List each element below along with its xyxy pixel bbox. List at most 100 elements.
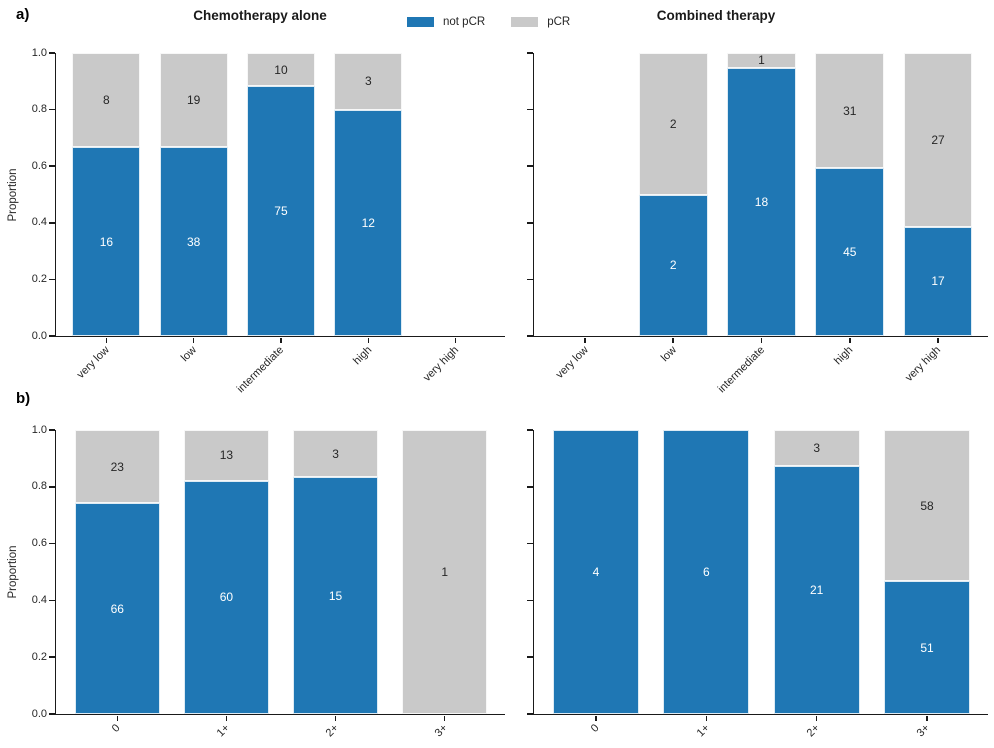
- bar-count-label: 51: [920, 640, 934, 655]
- y-tick: [527, 222, 533, 224]
- y-tick-label: 0.2: [31, 650, 47, 663]
- x-tick: [116, 715, 119, 721]
- bar-segment-pcr: 1: [402, 430, 488, 714]
- legend: not pCR pCR: [407, 16, 570, 28]
- x-tick: [584, 337, 586, 343]
- bar: 60 13: [183, 430, 269, 714]
- x-tick: [937, 337, 939, 343]
- bar-segment-pcr: 27: [903, 53, 973, 227]
- bar-count-label: 60: [219, 590, 234, 605]
- bar-segment-pcr: 19: [159, 53, 228, 148]
- x-tick-label: 0: [109, 722, 123, 735]
- bar: 12 3: [334, 53, 403, 336]
- bar-count-label: 31: [843, 103, 857, 118]
- pcr-swatch-icon: [511, 16, 539, 28]
- bar-count-label: 12: [361, 215, 375, 230]
- x-tick: [849, 337, 851, 343]
- bar-segment-not-pcr: 15: [293, 477, 379, 714]
- panel-a-letter: a): [16, 6, 30, 23]
- bar-segment-pcr: 23: [74, 430, 160, 504]
- y-tick-label: 0.8: [31, 480, 47, 493]
- x-tick: [280, 337, 282, 343]
- bar-count-label: 1: [441, 565, 449, 579]
- y-axis-label-a: Proportion: [7, 168, 19, 222]
- panel-b-combined: 0 4 1+ 6 2+ 21 3 3+ 51 58: [527, 429, 988, 739]
- bar-count-label: 13: [219, 448, 234, 463]
- y-tick: [49, 542, 55, 545]
- bar: 6: [663, 430, 750, 714]
- x-tick: [367, 337, 370, 343]
- bar-count-label: 27: [931, 132, 945, 147]
- x-tick-label: 1+: [214, 722, 232, 740]
- x-tick-label: high: [350, 344, 374, 368]
- bar-count-label: 3: [332, 446, 339, 461]
- x-tick-label: 1+: [694, 722, 712, 740]
- x-tick-label: very high: [903, 344, 944, 385]
- plot-area: 0.0 0.2 0.4 0.6 0.8 1.0 very low 16 8 low 38 19 inte…: [32, 47, 505, 395]
- y-tick-label: 0.0: [31, 329, 47, 342]
- panel-a-combined: very low low 2 2 intermediate 18 1 high 45 31 very…: [527, 52, 988, 395]
- y-tick: [49, 486, 55, 488]
- x-tick: [192, 337, 195, 343]
- bar-segment-not-pcr: 66: [74, 503, 160, 714]
- x-tick: [454, 337, 457, 343]
- bar-count-label: 8: [103, 93, 110, 108]
- bar-count-label: 18: [754, 194, 769, 209]
- bar-segment-not-pcr: 38: [159, 147, 228, 336]
- bar-segment-not-pcr: 45: [815, 168, 885, 336]
- bar-segment-not-pcr: 18: [727, 67, 796, 336]
- bar-segment-pcr: 31: [815, 53, 885, 169]
- x-tick: [595, 715, 597, 721]
- plot-area: 0 4 1+ 6 2+ 21 3 3+ 51 58: [527, 429, 988, 739]
- bar-segment-not-pcr: 60: [183, 480, 269, 714]
- y-tick: [527, 335, 533, 337]
- y-tick-label: 0.6: [31, 537, 47, 550]
- x-tick-label: 3+: [915, 722, 933, 740]
- bar-segment-not-pcr: 6: [663, 430, 750, 714]
- bar-segment-not-pcr: 16: [72, 147, 141, 336]
- legend-label-pcr: pCR: [547, 16, 571, 28]
- y-tick: [527, 278, 533, 281]
- bar-segment-pcr: 13: [183, 430, 269, 481]
- y-tick: [49, 656, 55, 658]
- bar-count-label: 16: [99, 234, 114, 249]
- bar-count-label: 23: [110, 459, 124, 474]
- x-tick: [443, 715, 446, 721]
- bar-count-label: 45: [843, 245, 857, 260]
- x-tick-label: very low: [74, 344, 112, 382]
- bar-count-label: 17: [931, 274, 945, 289]
- not-pcr-swatch-icon: [407, 16, 434, 28]
- x-tick-label: very high: [421, 344, 462, 385]
- y-tick: [49, 429, 55, 431]
- x-tick-label: low: [658, 344, 679, 365]
- y-tick-label: 0.8: [31, 103, 47, 116]
- bar-segment-pcr: 2: [638, 53, 708, 195]
- panel-a-chemotherapy: 0.0 0.2 0.4 0.6 0.8 1.0 very low 16 8 low 38 19 inte…: [32, 47, 505, 395]
- bar-segment-pcr: 58: [883, 430, 971, 582]
- y-tick: [49, 52, 55, 54]
- bar: 66 23: [74, 430, 160, 714]
- x-tick-label: 2+: [323, 722, 342, 740]
- y-tick: [49, 222, 55, 224]
- x-tick-label: 2+: [804, 722, 823, 740]
- bar-count-label: 3: [813, 440, 820, 455]
- x-tick-label: intermediate: [235, 344, 287, 396]
- bar-segment-not-pcr: 12: [334, 109, 403, 336]
- bar-segment-not-pcr: 51: [883, 581, 971, 714]
- bar-segment-pcr: 3: [293, 430, 379, 478]
- x-tick: [760, 337, 763, 343]
- y-tick-label: 0.4: [31, 593, 47, 606]
- y-tick: [527, 599, 533, 602]
- bar-segment-pcr: 3: [773, 430, 860, 466]
- y-axis-label-b: Proportion: [7, 545, 19, 599]
- panel-b-chemotherapy: 0.0 0.2 0.4 0.6 0.8 1.0 0 66 23 1+ 60 13 2+ 15 3 3+ 1: [32, 424, 505, 739]
- bar-count-label: 3: [364, 74, 372, 89]
- x-tick-label: intermediate: [715, 344, 767, 396]
- x-tick: [334, 715, 337, 721]
- bar-count-label: 2: [669, 116, 677, 131]
- bar-segment-not-pcr: 17: [903, 226, 973, 336]
- y-tick: [49, 599, 55, 602]
- y-tick: [49, 278, 55, 281]
- bar: 16 8: [72, 53, 141, 336]
- x-tick-label: high: [832, 344, 856, 368]
